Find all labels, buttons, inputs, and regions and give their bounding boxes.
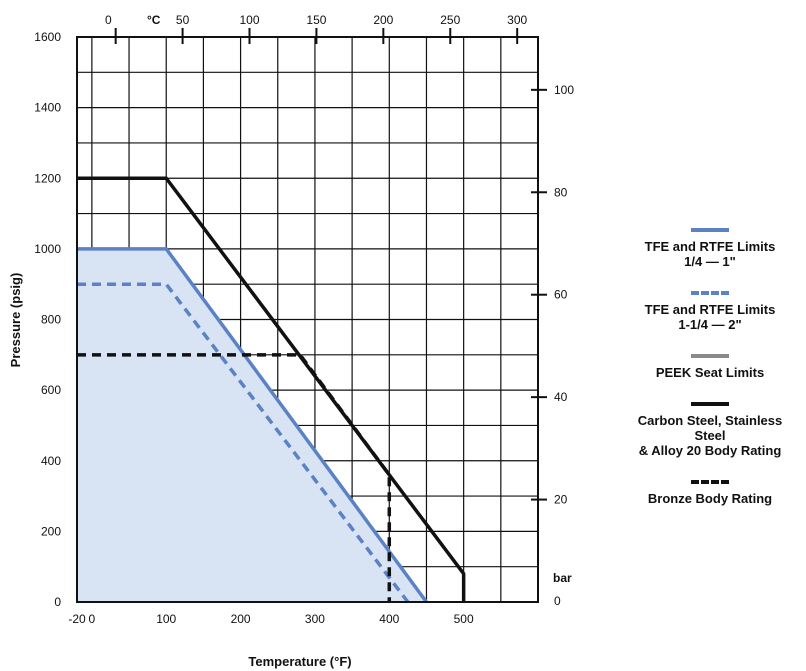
right-tick-label: 0 — [554, 594, 561, 608]
y-tick-label: 200 — [41, 524, 61, 538]
legend-swatch — [691, 291, 729, 295]
right-tick-label: 40 — [554, 390, 568, 404]
legend-label: Bronze Body Rating — [647, 491, 773, 506]
y-tick-label: 0 — [54, 595, 61, 609]
top-tick-label: 150 — [306, 13, 326, 27]
y-tick-label: 1200 — [34, 171, 61, 185]
x-tick-label: -20 — [68, 612, 86, 626]
top-tick-label: 200 — [373, 13, 393, 27]
top-tick-label: 50 — [176, 13, 190, 27]
top-tick-label: 300 — [507, 13, 527, 27]
legend-label: TFE and RTFE Limits 1-1/4 — 2" — [644, 302, 776, 332]
y-tick-label: 600 — [41, 383, 61, 397]
y-tick-label: 400 — [41, 454, 61, 468]
legend-item: TFE and RTFE Limits 1-1/4 — 2" — [625, 291, 795, 332]
right-tick-label: 100 — [554, 83, 574, 97]
legend-swatch — [691, 228, 729, 232]
legend-swatch — [691, 402, 729, 406]
right-axis-unit: bar — [553, 571, 572, 585]
right-tick-label: 20 — [554, 493, 568, 507]
series-line-4 — [77, 353, 392, 602]
plot-frame — [76, 36, 539, 603]
x-tick-label: 100 — [156, 612, 176, 626]
legend-label: TFE and RTFE Limits 1/4 — 1" — [644, 239, 776, 269]
y-tick-label: 1400 — [34, 101, 61, 115]
top-tick-label: 250 — [440, 13, 460, 27]
legend-item: Carbon Steel, Stainless Steel & Alloy 20… — [625, 402, 795, 458]
y-tick-label: 800 — [41, 313, 61, 327]
right-tick-label: 80 — [554, 185, 568, 199]
y-tick-label: 1600 — [34, 30, 61, 44]
legend-label: Carbon Steel, Stainless Steel & Alloy 20… — [637, 413, 783, 458]
y-axis-title: Pressure (psig) — [8, 273, 23, 368]
legend-item: Bronze Body Rating — [625, 480, 795, 506]
legend-swatch — [691, 354, 729, 358]
series-line-0 — [77, 247, 428, 604]
top-tick-label: 0 — [105, 13, 112, 27]
y-tick-label: 1000 — [34, 242, 61, 256]
right-tick-label: 60 — [554, 288, 568, 302]
top-axis-unit: °C — [147, 13, 161, 27]
series-layer — [77, 176, 466, 604]
legend-item: TFE and RTFE Limits 1/4 — 1" — [625, 228, 795, 269]
x-tick-label: 300 — [305, 612, 325, 626]
legend: TFE and RTFE Limits 1/4 — 1" TFE and RTFE… — [625, 228, 795, 528]
ticks: -20 0 100 200 300 400 500020040060080010001200… — [34, 13, 574, 626]
x-tick-label: 0 — [89, 612, 96, 626]
top-tick-label: 100 — [239, 13, 259, 27]
x-tick-label: 500 — [454, 612, 474, 626]
x-axis-title: Temperature (°F) — [248, 654, 351, 669]
legend-item: PEEK Seat Limits — [625, 354, 795, 380]
x-tick-label: 200 — [231, 612, 251, 626]
legend-label: PEEK Seat Limits — [655, 365, 765, 380]
x-tick-label: 400 — [379, 612, 399, 626]
legend-swatch — [691, 480, 729, 484]
